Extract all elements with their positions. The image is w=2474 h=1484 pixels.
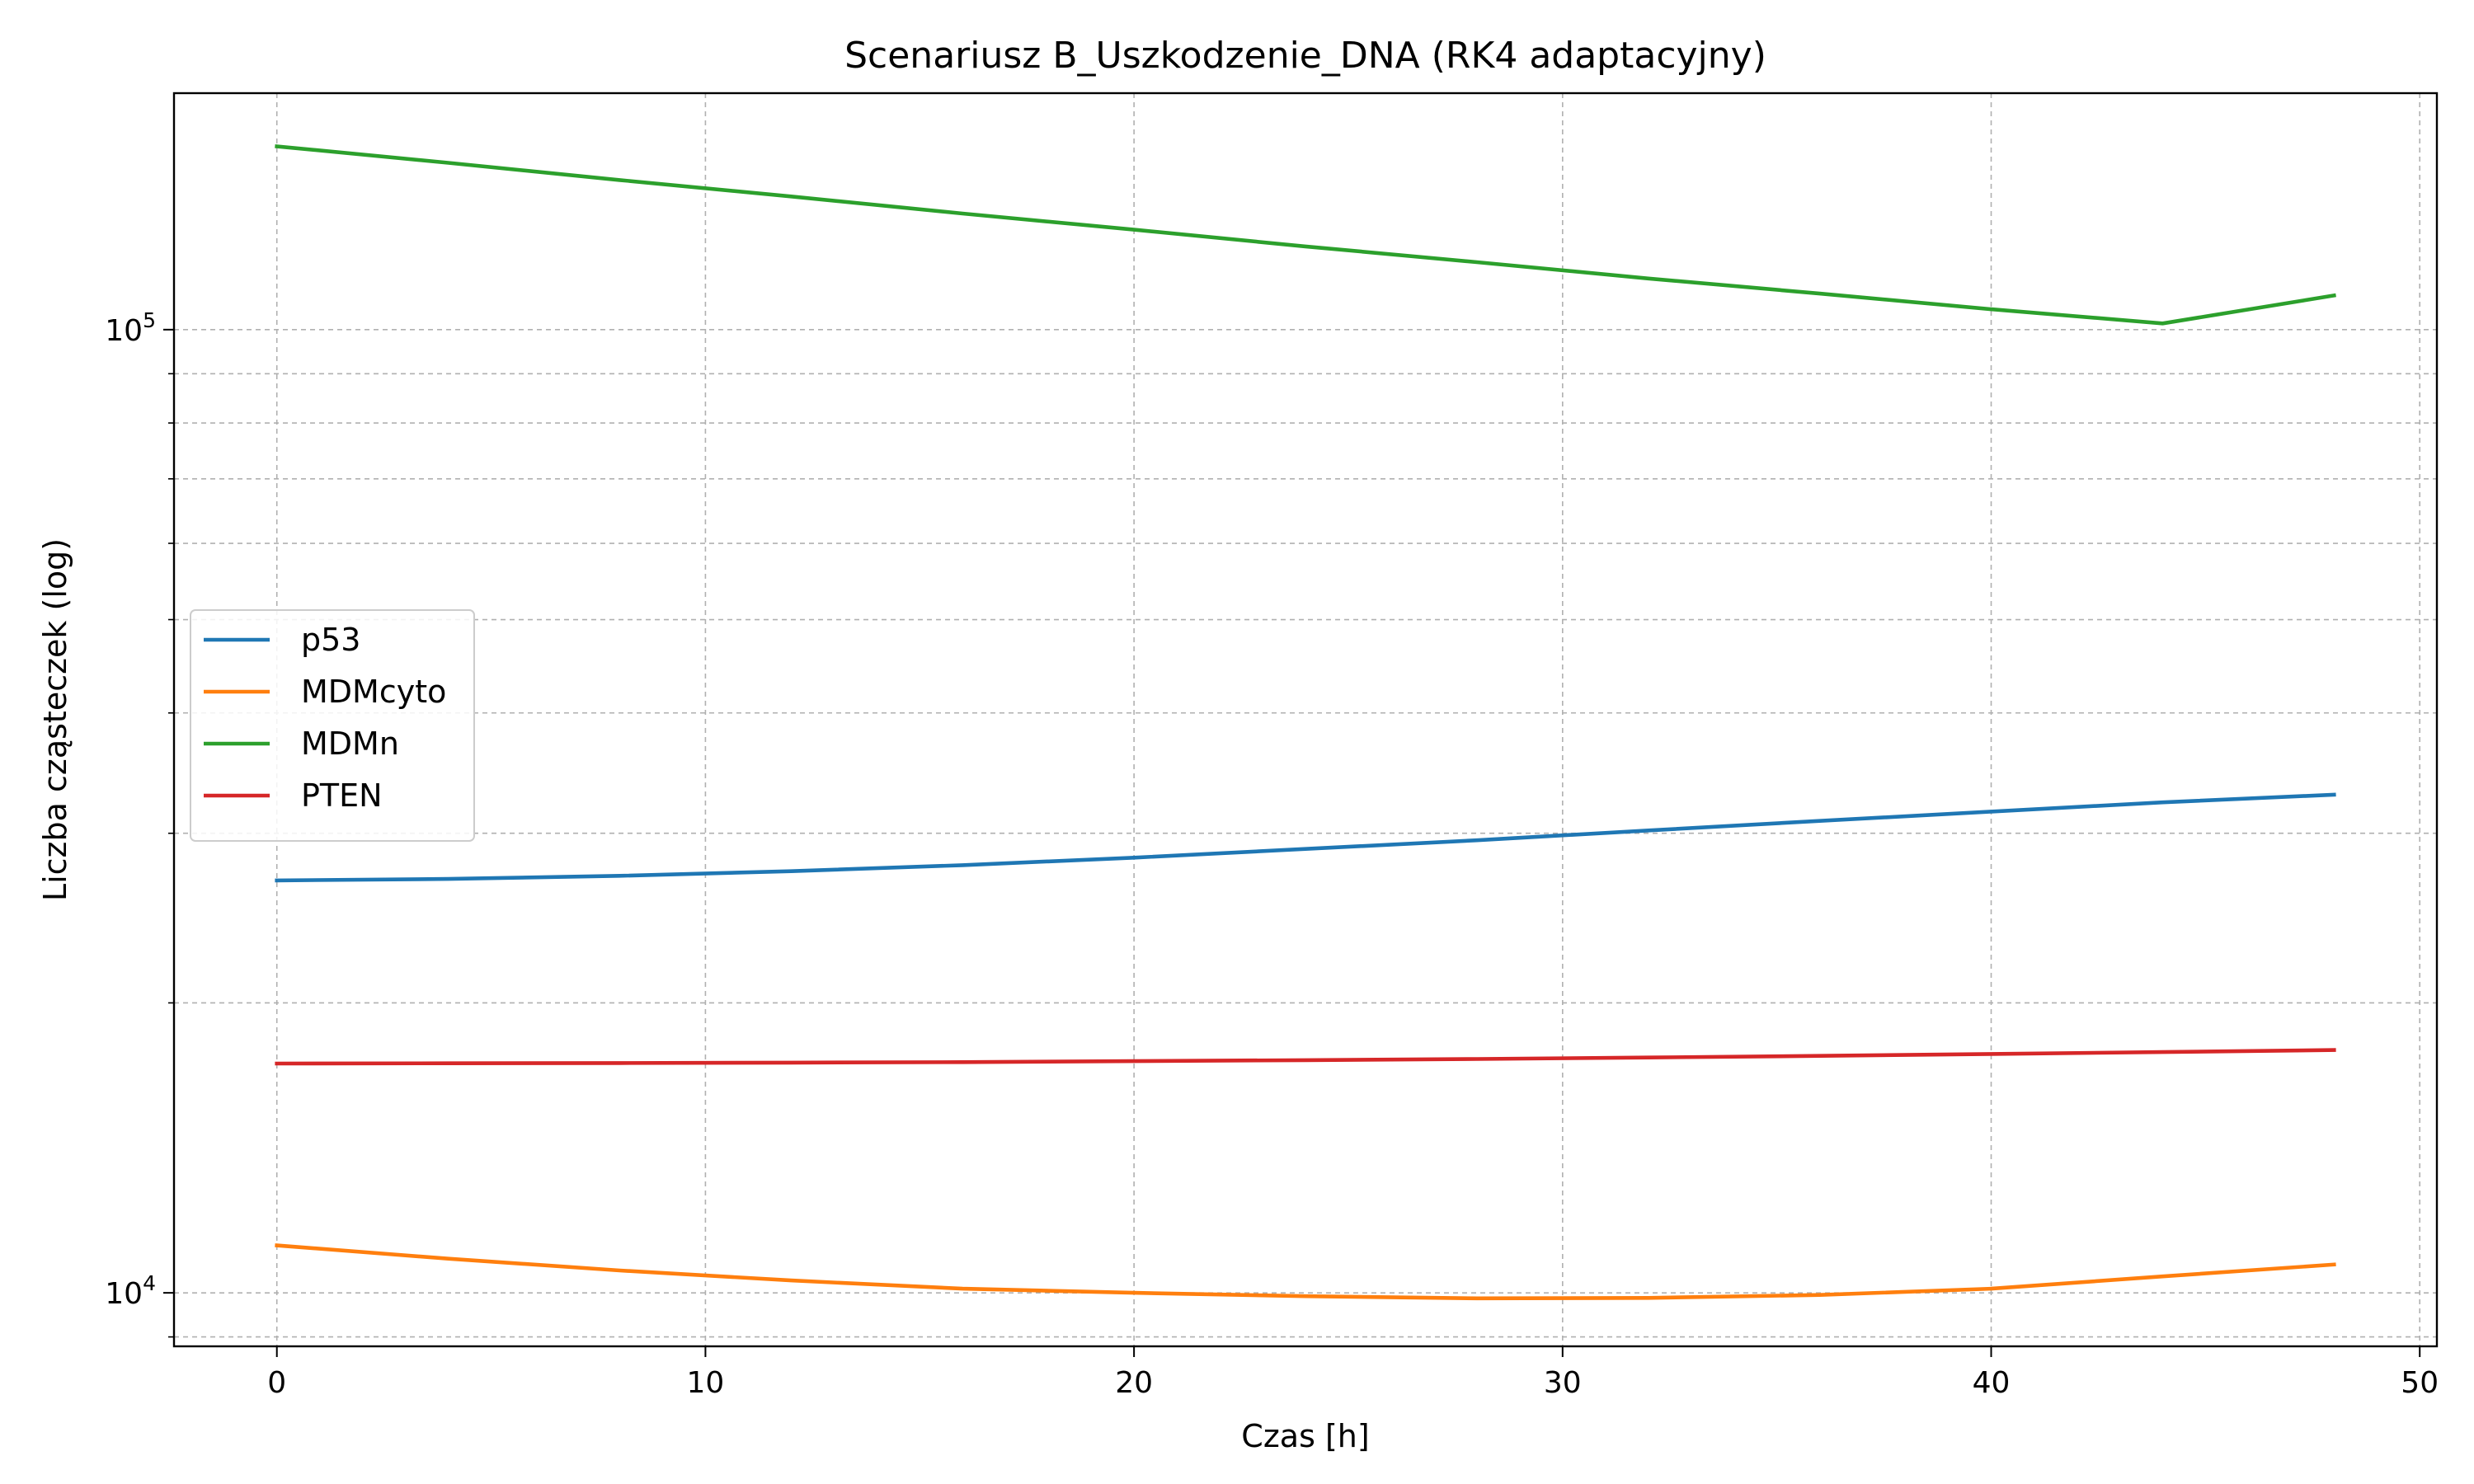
legend-label-mdmcyto: MDMcyto: [301, 674, 446, 710]
legend-label-p53: p53: [301, 622, 360, 658]
y-tick-label: 105: [105, 308, 156, 348]
x-axis: 0 10 20 30 40 50: [267, 1346, 2439, 1400]
series-line-pten: [275, 1048, 2336, 1066]
x-tick-label: 50: [2401, 1366, 2439, 1400]
x-axis-label: Czas [h]: [1241, 1418, 1369, 1454]
legend: p53 MDMcyto MDMn PTEN: [190, 609, 475, 842]
plot-frame: [172, 92, 2439, 1348]
x-tick-label: 20: [1115, 1366, 1153, 1400]
x-tick-label: 10: [687, 1366, 725, 1400]
series-lines: [275, 143, 2336, 1301]
series-line-p53: [275, 792, 2336, 883]
x-tick-label: 0: [267, 1366, 286, 1400]
grid: [174, 93, 2437, 1346]
y-axis: 104 105: [105, 308, 174, 1338]
y-axis-label: Liczba cząsteczek (log): [37, 538, 73, 901]
x-tick-label: 40: [1973, 1366, 2011, 1400]
x-tick-label: 30: [1544, 1366, 1582, 1400]
chart-title: Scenariusz B_Uszkodzenie_DNA (RK4 adapta…: [844, 35, 1766, 77]
legend-label-mdmn: MDMn: [301, 726, 399, 762]
legend-box: [190, 609, 475, 842]
series-line-mdmn: [275, 143, 2336, 326]
series-line-mdmcyto: [275, 1243, 2336, 1301]
legend-label-pten: PTEN: [301, 777, 383, 814]
y-tick-label: 104: [105, 1271, 156, 1311]
